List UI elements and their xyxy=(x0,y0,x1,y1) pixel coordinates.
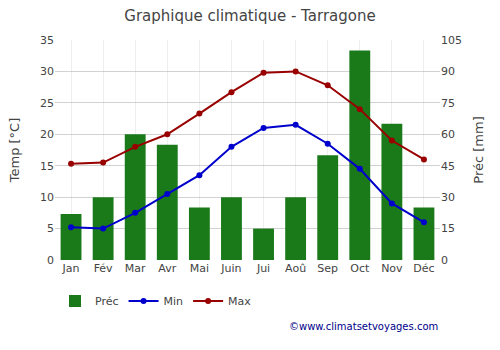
svg-text:Nov: Nov xyxy=(381,262,403,275)
svg-text:75: 75 xyxy=(441,97,455,110)
svg-text:25: 25 xyxy=(40,97,54,110)
svg-text:105: 105 xyxy=(441,34,462,47)
svg-text:Préc [mm]: Préc [mm] xyxy=(471,116,486,183)
svg-text:10: 10 xyxy=(40,191,54,204)
svg-text:Juin: Juin xyxy=(220,262,241,275)
svg-text:Jan: Jan xyxy=(62,262,80,275)
svg-text:Graphique climatique - Tarrago: Graphique climatique - Tarragone xyxy=(124,7,375,25)
svg-text:Fév: Fév xyxy=(94,262,113,275)
svg-text:Avr: Avr xyxy=(158,262,176,275)
svg-text:0: 0 xyxy=(47,254,54,267)
svg-text:Jui: Jui xyxy=(256,262,270,275)
svg-text:0: 0 xyxy=(441,254,448,267)
svg-text:5: 5 xyxy=(47,222,54,235)
svg-text:©www.climatsetvoyages.com: ©www.climatsetvoyages.com xyxy=(289,321,438,332)
svg-text:90: 90 xyxy=(441,65,455,78)
svg-text:Préc: Préc xyxy=(95,295,119,308)
svg-text:Temp [°C]: Temp [°C] xyxy=(7,118,22,184)
svg-text:30: 30 xyxy=(40,65,54,78)
svg-text:Déc: Déc xyxy=(413,262,434,275)
svg-text:Mar: Mar xyxy=(125,262,146,275)
svg-text:35: 35 xyxy=(40,34,54,47)
svg-text:Aoû: Aoû xyxy=(285,262,306,275)
svg-text:20: 20 xyxy=(40,128,54,141)
svg-text:Max: Max xyxy=(228,295,251,308)
svg-text:Mai: Mai xyxy=(190,262,209,275)
svg-text:Oct: Oct xyxy=(350,262,370,275)
svg-text:15: 15 xyxy=(441,222,455,235)
svg-text:45: 45 xyxy=(441,160,455,173)
svg-text:60: 60 xyxy=(441,128,455,141)
svg-text:30: 30 xyxy=(441,191,455,204)
svg-text:Sep: Sep xyxy=(317,262,338,275)
svg-text:15: 15 xyxy=(40,160,54,173)
svg-text:Min: Min xyxy=(164,295,184,308)
